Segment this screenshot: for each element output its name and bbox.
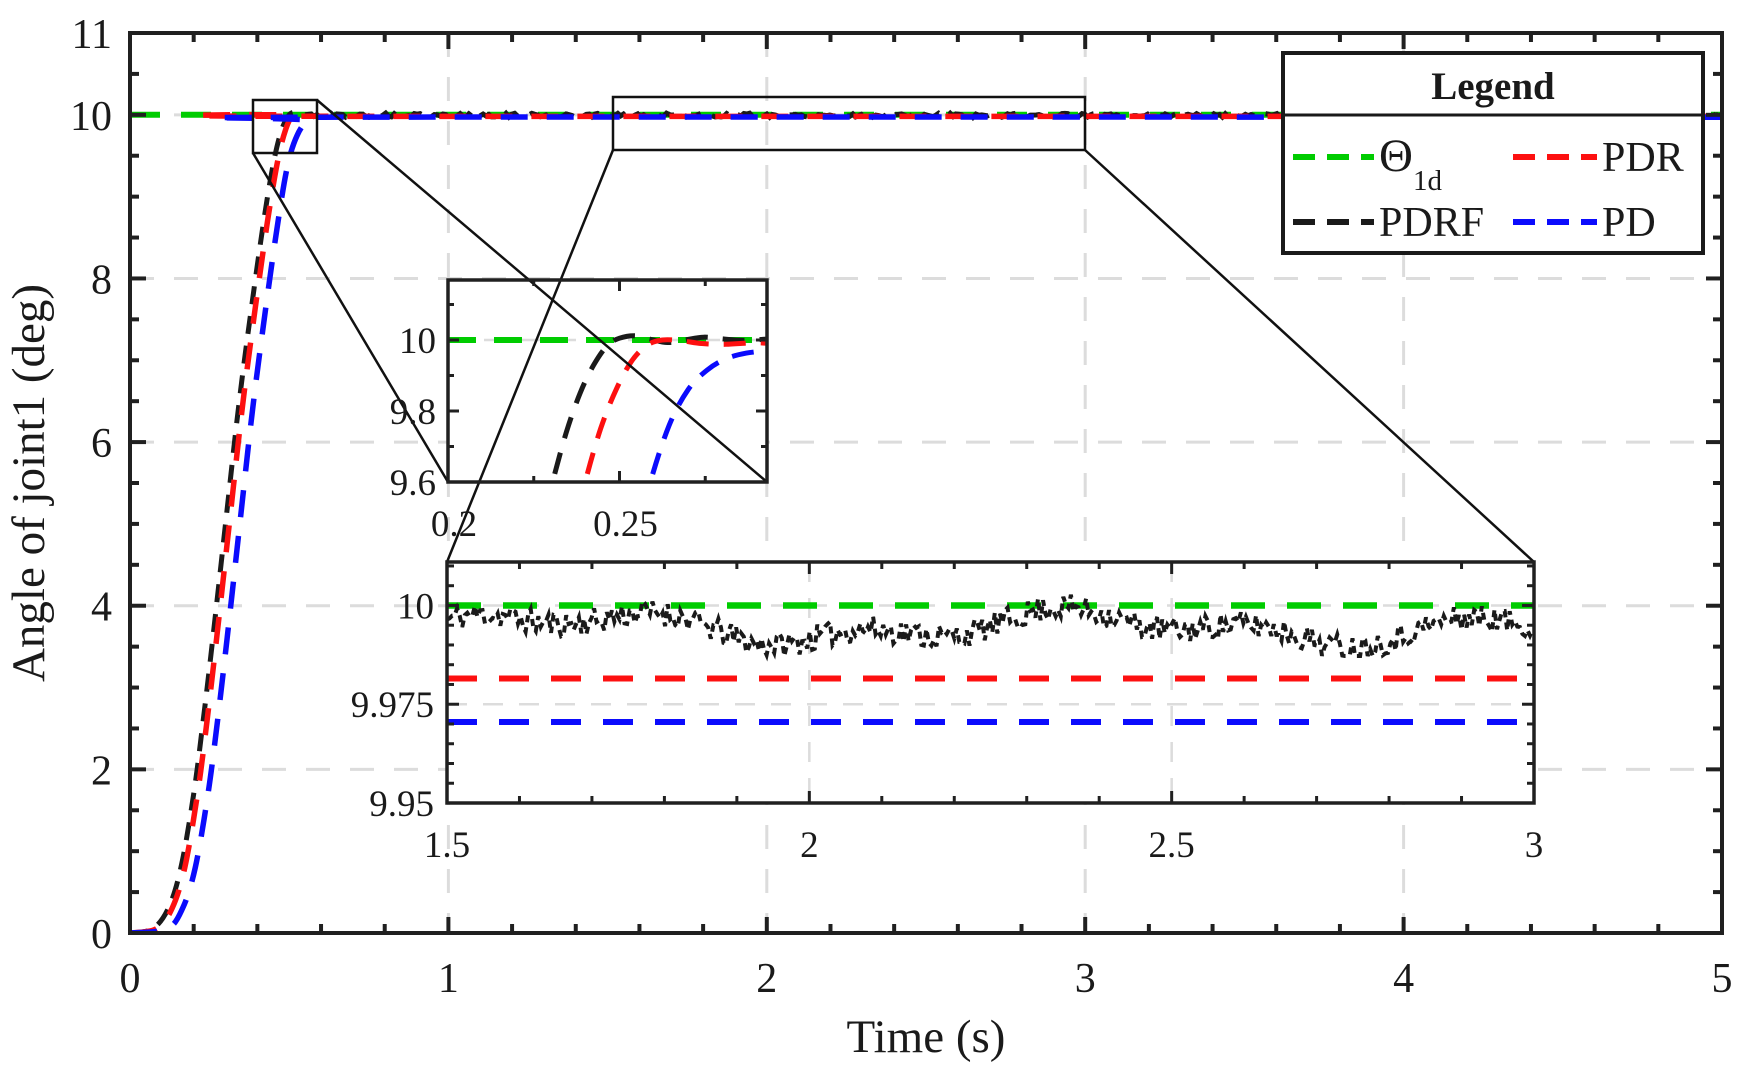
legend-title: Legend bbox=[1431, 65, 1555, 108]
connector-steady-right bbox=[1084, 149, 1535, 563]
inset2-curves bbox=[447, 594, 1534, 725]
inset-rise-zoom bbox=[448, 280, 767, 482]
main-x-tick-label: 4 bbox=[1393, 956, 1414, 1002]
inset1-frame bbox=[446, 278, 769, 484]
inset2-frame bbox=[445, 560, 1536, 805]
zoom-source-box-rise bbox=[251, 98, 319, 155]
legend-box bbox=[1281, 51, 1705, 255]
connector-rise-left bbox=[251, 152, 450, 483]
inset1-curve-pd bbox=[647, 348, 767, 482]
inset2-y-tick-label: 10 bbox=[397, 586, 434, 627]
main-y-tick-label: 2 bbox=[91, 748, 112, 794]
connector-rise-right bbox=[316, 99, 768, 483]
main-y-tick-label: 11 bbox=[72, 12, 112, 58]
inset2-ticks bbox=[445, 562, 1536, 805]
inset2-x-tick-label: 1.5 bbox=[424, 825, 470, 866]
main-y-tick-label: 10 bbox=[70, 94, 112, 140]
inset-rise-zoom-background bbox=[448, 280, 767, 482]
main-x-tick-label: 3 bbox=[1075, 956, 1096, 1002]
x-axis-title: Time (s) bbox=[847, 1011, 1006, 1063]
curve-pd bbox=[132, 114, 1720, 931]
inset1-y-tick-label: 10 bbox=[399, 321, 436, 362]
main-y-tick-label: 4 bbox=[91, 585, 112, 631]
main-axes-ticks bbox=[128, 31, 1724, 935]
inset-steady-zoom-background bbox=[447, 562, 1534, 803]
inset1-curve-pdr bbox=[582, 337, 767, 482]
inset-steady-zoom bbox=[447, 562, 1534, 803]
main-x-tick-label: 0 bbox=[120, 956, 141, 1002]
inset1-curves bbox=[448, 333, 767, 482]
main-y-tick-label: 8 bbox=[91, 257, 112, 303]
inset1-x-tick-label: 0.2 bbox=[431, 504, 477, 545]
connector-steady-left bbox=[445, 149, 615, 563]
main-y-tick-label: 6 bbox=[91, 421, 112, 467]
main-x-tick-label: 1 bbox=[438, 956, 459, 1002]
legend-label-theta1d: Θ1d bbox=[1379, 130, 1442, 197]
legend: Legend Θ1d PDR PDRF PD bbox=[1281, 51, 1705, 255]
y-axis-title: Angle of joint1 (deg) bbox=[3, 284, 55, 682]
legend-label-pdrf: PDRF bbox=[1379, 200, 1484, 246]
inset1-ticks bbox=[446, 280, 767, 484]
inset1-x-tick-label: 0.25 bbox=[593, 504, 658, 545]
inset1-curve-pdrf bbox=[550, 333, 767, 482]
inset2-y-tick-label: 9.975 bbox=[351, 685, 434, 726]
inset1-y-tick-label: 9.6 bbox=[390, 463, 436, 504]
main-x-tick-label: 2 bbox=[756, 956, 777, 1002]
inset2-y-tick-label: 9.95 bbox=[369, 784, 434, 825]
main-x-tick-label: 5 bbox=[1712, 956, 1733, 1002]
inset2-x-tick-label: 2 bbox=[800, 825, 819, 866]
legend-label-pd: PD bbox=[1602, 200, 1656, 246]
legend-label-pdr: PDR bbox=[1602, 135, 1684, 181]
main-y-tick-label: 0 bbox=[91, 912, 112, 958]
callouts bbox=[251, 95, 1535, 563]
inset1-y-tick-label: 9.8 bbox=[390, 392, 436, 433]
inset2-x-tick-label: 2.5 bbox=[1149, 825, 1195, 866]
zoom-source-box-steady bbox=[611, 95, 1087, 152]
inset2-x-tick-label: 3 bbox=[1525, 825, 1544, 866]
